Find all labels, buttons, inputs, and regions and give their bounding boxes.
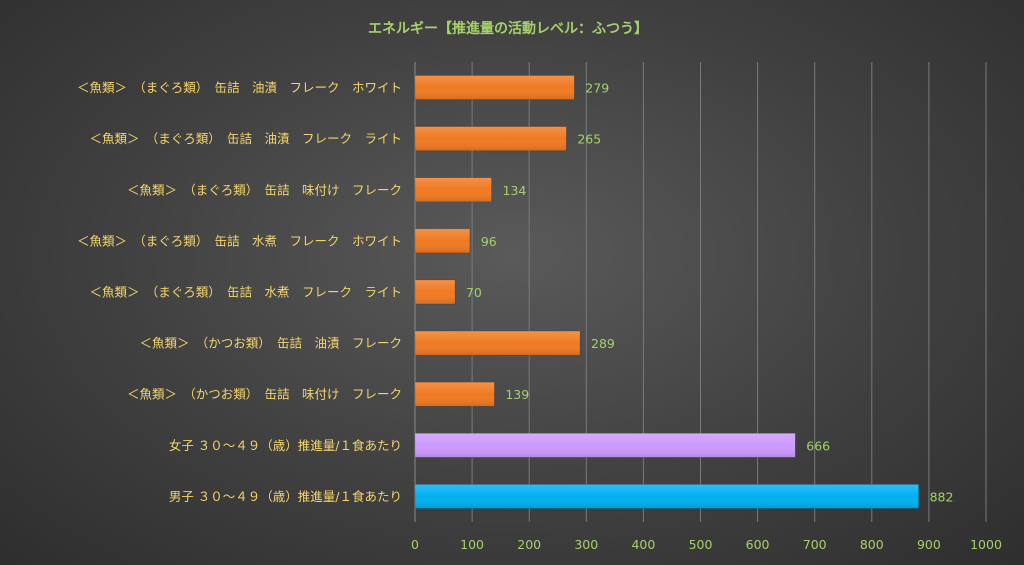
data-label: 666 [806,438,830,453]
bar-highlight [415,75,575,100]
category-label: 女子 ３０～４９（歳）推進量/１食あたり [169,438,402,453]
category-label: ＜魚類＞ （まぐろ類） 缶詰 油漬 フレーク ライト [89,131,402,146]
category-label: ＜魚類＞ （まぐろ類） 缶詰 水煮 フレーク ホワイト [77,233,402,248]
category-label: ＜魚類＞ （かつお類） 缶詰 味付け フレーク [127,387,402,402]
chart-title: エネルギー【推進量の活動レベル：ふつう】 [368,20,648,37]
x-tick-label: 300 [574,537,598,552]
bar-highlight [415,331,581,356]
data-label: 70 [466,285,482,300]
category-labels: ＜魚類＞ （まぐろ類） 缶詰 油漬 フレーク ホワイト ＜魚類＞ （まぐろ類） 缶… [77,80,402,504]
x-tick-label: 700 [803,537,827,552]
bar-group: 666 [414,433,830,458]
category-label: ＜魚類＞ （かつお類） 缶詰 油漬 フレーク [139,336,402,351]
bar-group: 289 [414,330,615,356]
data-label: 289 [591,336,615,351]
category-label: 男子 ３０～４９（歳）推進量/１食あたり [169,489,402,504]
bars: 279 265 134 96 70 289 139 666 882 [414,75,954,509]
bar-highlight [415,228,470,253]
x-tick-label: 100 [460,537,484,552]
x-tick-label: 500 [689,537,713,552]
bar-highlight [415,177,492,202]
bar-group: 139 [414,381,529,407]
bar-highlight [415,279,455,305]
data-label: 882 [930,489,954,504]
x-tick-label: 0 [411,537,419,552]
bar-highlight [415,484,919,509]
bar-highlight [415,382,495,407]
category-label: ＜魚類＞ （まぐろ類） 缶詰 水煮 フレーク ライト [89,285,402,300]
bar-group: 279 [414,75,609,100]
bar-group: 265 [414,126,601,151]
bar-group: 70 [414,279,482,305]
data-label: 134 [503,183,527,198]
x-tick-label: 800 [860,537,884,552]
x-axis-ticks: 0 100 200 300 400 500 600 700 800 900 1000 [411,537,1002,552]
category-label: ＜魚類＞ （まぐろ類） 缶詰 油漬 フレーク ホワイト [77,80,402,95]
bar-group: 134 [414,177,527,203]
data-label: 279 [585,81,609,96]
x-tick-label: 900 [917,537,941,552]
x-tick-label: 400 [631,537,655,552]
x-tick-label: 200 [517,537,541,552]
bar-highlight [415,433,796,458]
x-tick-label: 1000 [970,537,1002,552]
category-label: ＜魚類＞ （まぐろ類） 缶詰 味付け フレーク [127,182,402,197]
bar-group: 96 [414,228,497,254]
x-tick-label: 600 [746,537,770,552]
data-label: 139 [505,387,529,402]
data-label: 96 [481,234,497,249]
bar-highlight [415,126,567,151]
bar-group: 882 [414,484,954,509]
data-label: 265 [577,132,601,147]
